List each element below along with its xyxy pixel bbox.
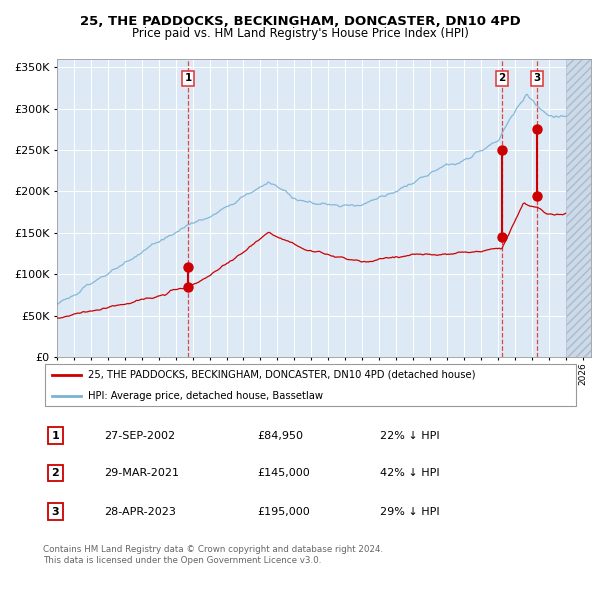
- Text: £84,950: £84,950: [257, 431, 303, 441]
- Bar: [566, 59, 591, 357]
- FancyBboxPatch shape: [44, 364, 577, 407]
- Text: 29% ↓ HPI: 29% ↓ HPI: [380, 507, 440, 517]
- Text: Contains HM Land Registry data © Crown copyright and database right 2024.: Contains HM Land Registry data © Crown c…: [43, 545, 383, 555]
- Text: 42% ↓ HPI: 42% ↓ HPI: [380, 468, 440, 478]
- Text: This data is licensed under the Open Government Licence v3.0.: This data is licensed under the Open Gov…: [43, 556, 322, 565]
- Text: £195,000: £195,000: [257, 507, 310, 517]
- Text: 27-SEP-2002: 27-SEP-2002: [104, 431, 175, 441]
- Text: 29-MAR-2021: 29-MAR-2021: [104, 468, 179, 478]
- Text: 28-APR-2023: 28-APR-2023: [104, 507, 176, 517]
- Text: 22% ↓ HPI: 22% ↓ HPI: [380, 431, 440, 441]
- Text: HPI: Average price, detached house, Bassetlaw: HPI: Average price, detached house, Bass…: [88, 391, 323, 401]
- Text: 25, THE PADDOCKS, BECKINGHAM, DONCASTER, DN10 4PD: 25, THE PADDOCKS, BECKINGHAM, DONCASTER,…: [80, 15, 520, 28]
- Text: 2: 2: [498, 73, 505, 83]
- Text: £145,000: £145,000: [257, 468, 310, 478]
- Text: 3: 3: [52, 507, 59, 517]
- Text: Price paid vs. HM Land Registry's House Price Index (HPI): Price paid vs. HM Land Registry's House …: [131, 27, 469, 40]
- Text: 1: 1: [185, 73, 192, 83]
- Text: 3: 3: [533, 73, 541, 83]
- Text: 25, THE PADDOCKS, BECKINGHAM, DONCASTER, DN10 4PD (detached house): 25, THE PADDOCKS, BECKINGHAM, DONCASTER,…: [88, 370, 475, 380]
- Text: 1: 1: [52, 431, 59, 441]
- Text: 2: 2: [52, 468, 59, 478]
